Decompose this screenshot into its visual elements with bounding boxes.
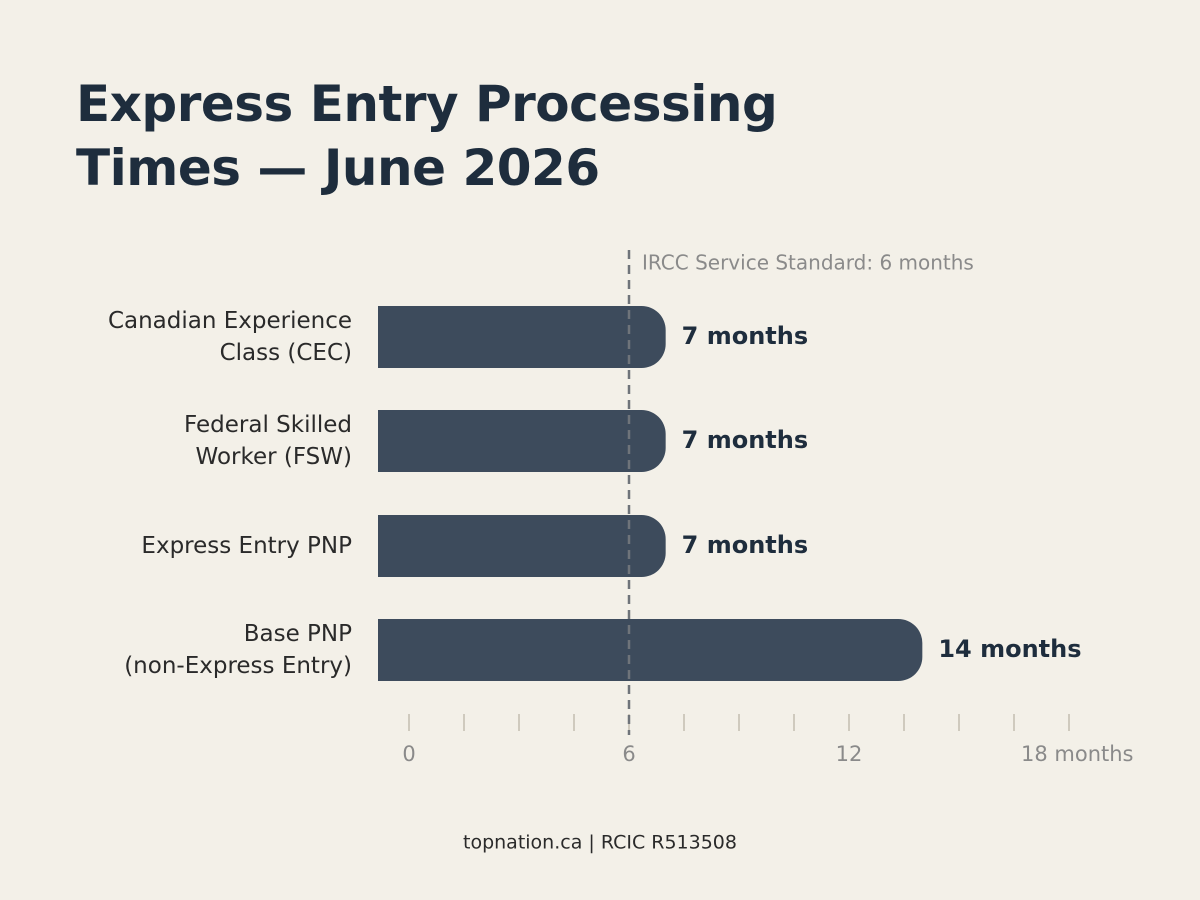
bar xyxy=(378,410,666,472)
category-label: Canadian Experience Class (CEC) xyxy=(107,308,352,366)
category-label: Base PNP (non-Express Entry) xyxy=(124,621,352,679)
bar xyxy=(378,515,666,577)
category-label: Express Entry PNP xyxy=(141,533,352,559)
chart-title: Express Entry Processing Times — June 20… xyxy=(76,75,778,197)
value-label: 7 months xyxy=(682,322,808,350)
x-tick-label: 6 xyxy=(622,742,635,766)
bar xyxy=(378,306,666,368)
x-tick-label: 0 xyxy=(402,742,415,766)
x-tick-label: 18 months xyxy=(1021,742,1134,766)
value-label: 7 months xyxy=(682,426,808,454)
category-label: Federal Skilled Worker (FSW) xyxy=(184,412,352,470)
bar xyxy=(378,619,923,681)
value-label: 7 months xyxy=(682,531,808,559)
value-label: 14 months xyxy=(938,635,1081,663)
x-tick-label: 12 xyxy=(836,742,863,766)
reference-label: IRCC Service Standard: 6 months xyxy=(642,251,974,275)
footer: topnation.ca | RCIC R513508 xyxy=(463,832,737,854)
